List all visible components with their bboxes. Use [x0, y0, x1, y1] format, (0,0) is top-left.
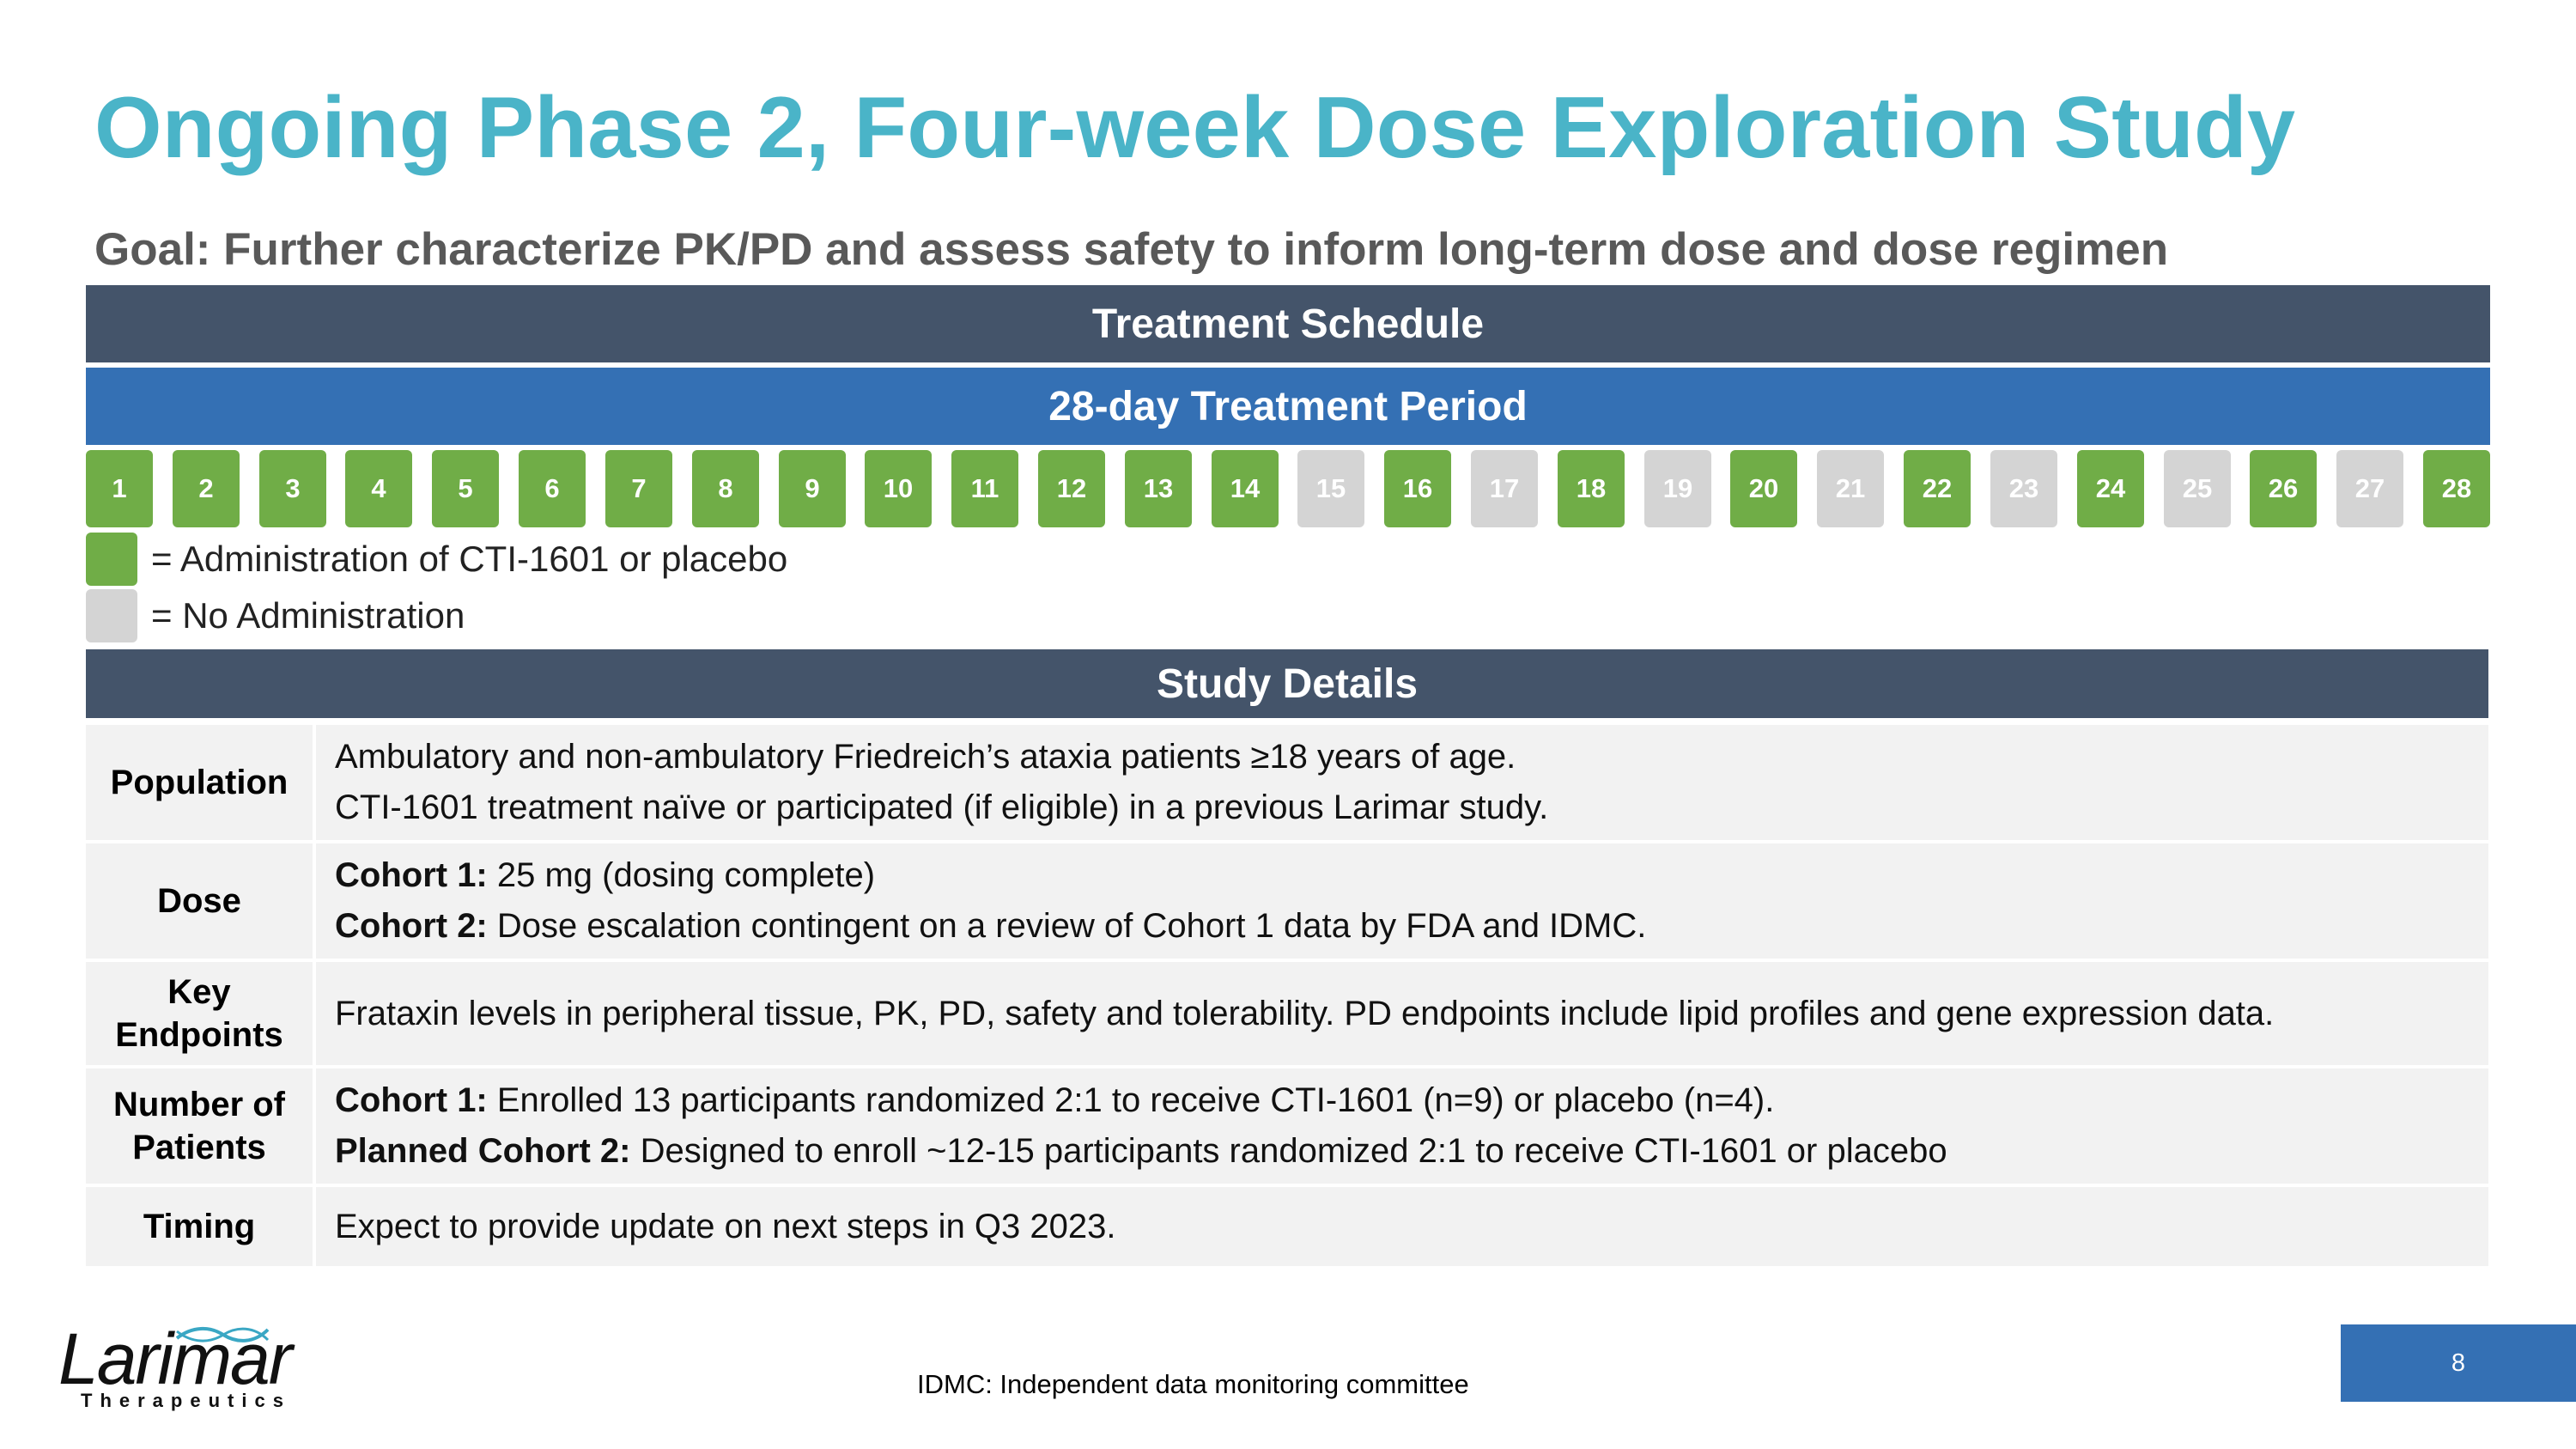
- logo-subtitle: Therapeutics: [81, 1390, 291, 1411]
- legend-admin-label: = Administration of CTI-1601 or placebo: [151, 539, 788, 579]
- legend-admin-swatch: [86, 533, 137, 586]
- content-line: Cohort 1: Enrolled 13 participants rando…: [335, 1075, 2488, 1126]
- day-1: 1: [86, 450, 153, 527]
- day-25: 25: [2164, 450, 2231, 527]
- day-14: 14: [1212, 450, 1279, 527]
- day-10: 10: [865, 450, 932, 527]
- row-label-number-of-patients: Number of Patients: [86, 1065, 316, 1185]
- content-line-text: 25 mg (dosing complete): [487, 856, 876, 894]
- day-2: 2: [173, 450, 240, 527]
- treatment-schedule-header: Treatment Schedule: [86, 285, 2490, 362]
- day-16: 16: [1384, 450, 1451, 527]
- content-line: Cohort 1: 25 mg (dosing complete): [335, 850, 2488, 901]
- study-details-header: Study Details: [86, 649, 2488, 718]
- details-row-dose: Dose Cohort 1: 25 mg (dosing complete) Coh…: [86, 840, 2488, 960]
- study-details-table: Population Ambulatory and non-ambulatory …: [86, 721, 2488, 1266]
- legend-none-swatch: [86, 589, 137, 642]
- day-17: 17: [1471, 450, 1538, 527]
- content-line: Expect to provide update on next steps i…: [335, 1202, 2488, 1252]
- row-content-number-of-patients: Cohort 1: Enrolled 13 participants rando…: [314, 1065, 2488, 1185]
- row-label-population: Population: [86, 721, 316, 842]
- content-line: CTI-1601 treatment naïve or participated…: [335, 782, 2488, 833]
- day-24: 24: [2077, 450, 2144, 527]
- row-content-timing: Expect to provide update on next steps i…: [314, 1184, 2488, 1266]
- content-line-text: Frataxin levels in peripheral tissue, PK…: [335, 994, 2275, 1032]
- slide-title: Ongoing Phase 2, Four-week Dose Explorat…: [94, 80, 2296, 176]
- day-3: 3: [259, 450, 326, 527]
- day-12: 12: [1038, 450, 1105, 527]
- content-line-text: Expect to provide update on next steps i…: [335, 1207, 1116, 1245]
- content-line-text: CTI-1601 treatment naïve or participated…: [335, 788, 1549, 826]
- day-5: 5: [432, 450, 499, 527]
- day-4: 4: [345, 450, 412, 527]
- content-line-text: Enrolled 13 participants randomized 2:1 …: [487, 1081, 1775, 1119]
- content-line: Ambulatory and non-ambulatory Friedreich…: [335, 732, 2488, 782]
- footnote: IDMC: Independent data monitoring commit…: [917, 1369, 1469, 1399]
- content-line: Frataxin levels in peripheral tissue, PK…: [335, 989, 2488, 1039]
- legend-admin: = Administration of CTI-1601 or placebo: [86, 533, 787, 586]
- slide-goal: Goal: Further characterize PK/PD and ass…: [94, 224, 2169, 275]
- day-15: 15: [1297, 450, 1364, 527]
- details-row-population: Population Ambulatory and non-ambulatory …: [86, 721, 2488, 842]
- day-schedule: 1 2 3 4 5 6 7 8 9 10 11 12 13 14 15 16 17 18 19 20 21 22 23 24 2…: [86, 450, 2490, 527]
- content-line-bold: Cohort 1:: [335, 856, 488, 894]
- day-8: 8: [692, 450, 759, 527]
- day-6: 6: [519, 450, 586, 527]
- content-line: Planned Cohort 2: Designed to enroll ~12…: [335, 1126, 2488, 1177]
- row-label-timing: Timing: [86, 1184, 316, 1266]
- legend-none: = No Administration: [86, 589, 465, 642]
- row-content-key-endpoints: Frataxin levels in peripheral tissue, PK…: [314, 959, 2488, 1067]
- page-number: 8: [2341, 1324, 2576, 1402]
- day-21: 21: [1817, 450, 1884, 527]
- content-line-text: Ambulatory and non-ambulatory Friedreich…: [335, 738, 1516, 776]
- treatment-period-header: 28-day Treatment Period: [86, 368, 2490, 445]
- day-28: 28: [2423, 450, 2490, 527]
- content-line-text: Dose escalation contingent on a review o…: [487, 907, 1647, 945]
- day-23: 23: [1990, 450, 2057, 527]
- row-label-dose: Dose: [86, 840, 316, 960]
- day-27: 27: [2336, 450, 2403, 527]
- day-7: 7: [605, 450, 672, 527]
- day-11: 11: [951, 450, 1018, 527]
- details-row-timing: Timing Expect to provide update on next s…: [86, 1184, 2488, 1266]
- details-row-number-of-patients: Number of Patients Cohort 1: Enrolled 13 …: [86, 1065, 2488, 1185]
- logo-wordmark: Larimar: [58, 1318, 293, 1399]
- row-content-dose: Cohort 1: 25 mg (dosing complete) Cohort …: [314, 840, 2488, 960]
- day-19: 19: [1644, 450, 1711, 527]
- content-line-bold: Cohort 1:: [335, 1081, 488, 1119]
- legend-none-label: = No Administration: [151, 595, 465, 636]
- larimar-logo: Larimar Therapeutics: [55, 1318, 313, 1417]
- day-13: 13: [1125, 450, 1192, 527]
- day-22: 22: [1904, 450, 1971, 527]
- details-row-key-endpoints: Key Endpoints Frataxin levels in peripher…: [86, 959, 2488, 1067]
- content-line-bold: Cohort 2:: [335, 907, 488, 945]
- row-label-key-endpoints: Key Endpoints: [86, 959, 316, 1067]
- day-26: 26: [2250, 450, 2317, 527]
- content-line-text: Designed to enroll ~12-15 participants r…: [630, 1132, 1947, 1170]
- helix-icon: [175, 1327, 270, 1342]
- content-line-bold: Planned Cohort 2:: [335, 1132, 631, 1170]
- row-content-population: Ambulatory and non-ambulatory Friedreich…: [314, 721, 2488, 842]
- day-18: 18: [1558, 450, 1625, 527]
- content-line: Cohort 2: Dose escalation contingent on …: [335, 901, 2488, 952]
- day-20: 20: [1730, 450, 1797, 527]
- day-9: 9: [779, 450, 846, 527]
